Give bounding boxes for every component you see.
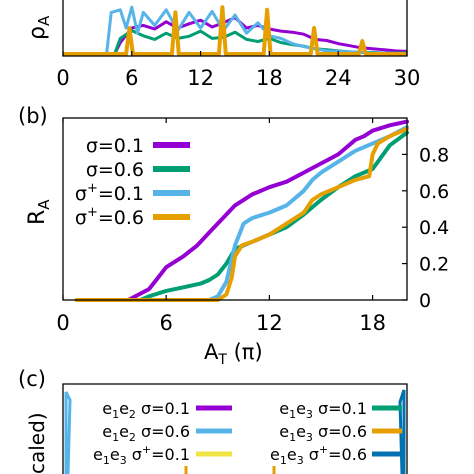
panel-c-legend-label: e1e3 σ=0.6 bbox=[279, 422, 367, 444]
panel-b-plot-area bbox=[62, 117, 409, 302]
panel-c-legend: e1e2 σ=0.1 e1e3 σ=0.1 e1e2 σ=0.6 e1e3 σ=0.6… bbox=[93, 399, 402, 467]
panel-a-series-orange bbox=[63, 5, 407, 56]
panel-a-x-tick-label: 30 bbox=[394, 66, 421, 90]
panel-b-legend-label: σ=0.6 bbox=[86, 159, 144, 181]
panel-b-series-orange bbox=[74, 126, 409, 302]
panel-b-legend-label: σ=0.1 bbox=[86, 135, 144, 157]
panel-b-legend: σ=0.1σ=0.6σ+=0.1σ+=0.6 bbox=[75, 135, 190, 229]
panel-c-legend-label: e1e3 σ=0.1 bbox=[279, 399, 367, 421]
panel-b-series-lightblue bbox=[74, 125, 409, 302]
panel-c-plot-area bbox=[62, 383, 408, 474]
panel-a-x-ticks: 0 6 12 18 24 30 bbox=[56, 51, 420, 90]
panel-b-x-tick-label: 6 bbox=[160, 311, 173, 335]
panel-b-y-tick-label: 0 bbox=[419, 290, 431, 312]
panel-b-series-purple bbox=[74, 119, 409, 302]
panel-b-y-ticks: 0 0.2 0.4 0.6 0.8 bbox=[402, 144, 449, 312]
panel-b: (b) RA 0 6 12 18 00.20.40.60.8 σ=0.1σ=0.6σ+… bbox=[18, 104, 449, 368]
panel-c-frame bbox=[62, 383, 408, 474]
panel-c-legend-label: e1e2 σ=0.1 bbox=[102, 399, 190, 421]
panel-b-x-ticks: 0 6 12 18 bbox=[56, 118, 386, 335]
panel-c-series-left-edge bbox=[64, 391, 72, 474]
panel-b-y-tick-label: 0.6 bbox=[419, 181, 449, 203]
panel-b-y-tick-label: 0.4 bbox=[419, 217, 449, 239]
panel-b-xlabel: AT (π) bbox=[204, 340, 263, 368]
panel-b-x-tick-label: 12 bbox=[256, 311, 283, 335]
panel-b-x-tick-label: 0 bbox=[56, 311, 69, 335]
panel-a-ylabel: ρA bbox=[25, 15, 53, 40]
panel-a-x-tick-label: 18 bbox=[256, 66, 283, 90]
panel-b-y-tick-label: 0.2 bbox=[419, 254, 449, 276]
panel-a-series-purple bbox=[113, 16, 408, 55]
panel-a-x-tick-label: 24 bbox=[325, 66, 352, 90]
panel-b-frame bbox=[62, 117, 408, 301]
panel-a-x-tick-label: 0 bbox=[56, 66, 69, 90]
panel-a-x-tick-label: 12 bbox=[187, 66, 214, 90]
panel-c-legend-label: e1e3 σ+=0.1 bbox=[93, 443, 190, 467]
panel-c-legend-label: e1e3 σ+=0.6 bbox=[270, 443, 367, 467]
panel-c-legend-label: e1e2 σ=0.6 bbox=[102, 422, 190, 444]
panel-b-ylabel: RA bbox=[25, 199, 53, 225]
panel-a-frame bbox=[62, 0, 408, 57]
panel-c-series-right-edge bbox=[398, 389, 406, 474]
panel-c-ylabel: caled) bbox=[25, 412, 49, 474]
panel-a-plot-area bbox=[62, 0, 408, 57]
panel-a-series-lightblue bbox=[105, 5, 407, 55]
panel-a: ρA 0 6 12 18 24 30 bbox=[25, 0, 420, 90]
panel-c-label: (c) bbox=[18, 367, 46, 391]
panel-b-y-tick-label: 0.8 bbox=[419, 144, 449, 166]
panel-a-x-tick-label: 6 bbox=[125, 66, 138, 90]
panel-b-legend-label: σ+=0.6 bbox=[75, 205, 144, 229]
panel-b-legend-label: σ+=0.1 bbox=[75, 181, 144, 205]
panel-b-label: (b) bbox=[18, 104, 48, 128]
panel-b-x-tick-label: 18 bbox=[359, 311, 386, 335]
